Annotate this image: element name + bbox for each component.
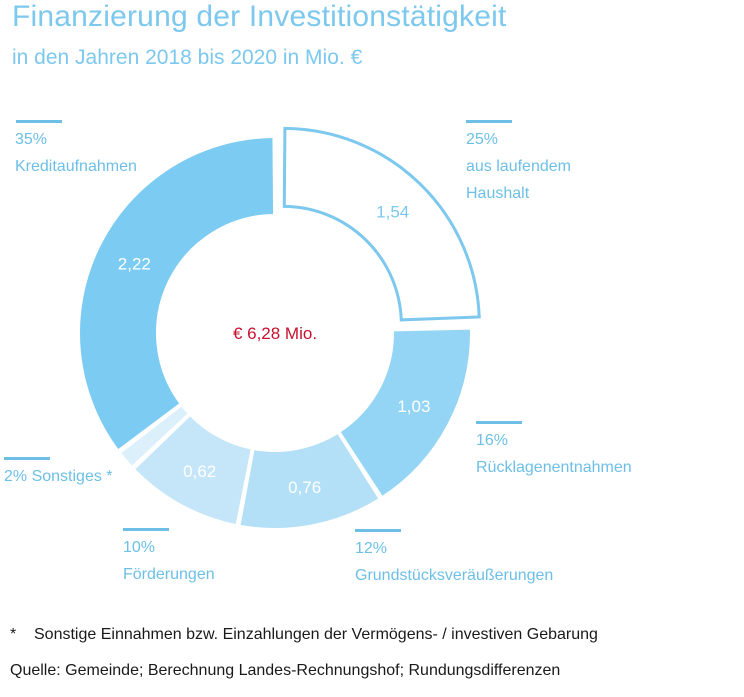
label-dash-sonst bbox=[4, 457, 50, 460]
label-sonst: 2% Sonstiges * bbox=[4, 463, 113, 490]
label-sonst-text: 2% Sonstiges * bbox=[4, 468, 113, 485]
slice-value-label-1: 1,03 bbox=[397, 397, 430, 416]
label-dash-kredit bbox=[16, 120, 62, 123]
footnote-text: Sonstige Einnahmen bzw. Einzahlungen der… bbox=[34, 626, 598, 643]
donut-center-label: € 6,28 Mio. bbox=[233, 324, 317, 343]
label-grund: 12% Grundstücksveräußerungen bbox=[355, 535, 553, 589]
label-haushalt-percent: 25% bbox=[466, 131, 499, 148]
label-haushalt-line2: Haushalt bbox=[466, 185, 530, 202]
donut-slice-4 bbox=[118, 403, 191, 469]
donut-slice-1 bbox=[338, 327, 472, 499]
label-ruecklagen-name: Rücklagenentnahmen bbox=[476, 459, 632, 476]
slice-value-label-3: 0,62 bbox=[183, 462, 216, 481]
donut-slice-3 bbox=[132, 413, 253, 527]
label-dash-foerder bbox=[123, 528, 169, 531]
label-ruecklagen-percent: 16% bbox=[476, 432, 509, 449]
label-grund-percent: 12% bbox=[355, 540, 388, 557]
footnote: * Sonstige Einnahmen bzw. Einzahlungen de… bbox=[10, 626, 598, 644]
label-foerder: 10% Förderungen bbox=[123, 534, 215, 588]
label-ruecklagen: 16% Rücklagenentnahmen bbox=[476, 427, 632, 481]
label-dash-grund bbox=[355, 529, 401, 532]
donut-slice-2 bbox=[238, 431, 381, 530]
donut-slice-0 bbox=[282, 126, 481, 322]
label-kredit: 35% Kreditaufnahmen bbox=[15, 126, 137, 180]
footnote-marker: * bbox=[10, 626, 17, 643]
source-note: Quelle: Gemeinde; Berechnung Landes-Rech… bbox=[10, 662, 561, 679]
chart-title: Finanzierung der Investitionstätigkeit bbox=[12, 0, 507, 33]
label-grund-name: Grundstücksveräußerungen bbox=[355, 567, 554, 584]
label-foerder-name: Förderungen bbox=[123, 566, 215, 583]
slice-value-label-0: 1,54 bbox=[376, 203, 409, 222]
chart-subtitle: in den Jahren 2018 bis 2020 in Mio. € bbox=[12, 46, 363, 69]
label-kredit-percent: 35% bbox=[15, 131, 48, 148]
label-dash-ruecklagen bbox=[476, 421, 522, 424]
label-haushalt-line1: aus laufendem bbox=[466, 158, 571, 175]
slice-value-label-2: 0,76 bbox=[288, 478, 321, 497]
label-foerder-percent: 10% bbox=[123, 539, 156, 556]
label-kredit-name: Kreditaufnahmen bbox=[15, 158, 137, 175]
label-dash-haushalt bbox=[466, 120, 512, 123]
label-haushalt: 25% aus laufendem Haushalt bbox=[466, 126, 571, 207]
donut-slice-5 bbox=[78, 135, 276, 452]
slice-value-label-5: 2,22 bbox=[118, 254, 151, 273]
